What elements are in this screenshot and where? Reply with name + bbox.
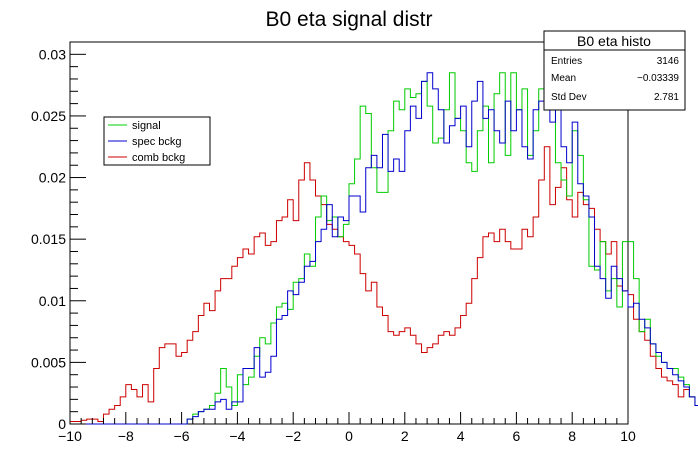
- x-tick-label: 6: [513, 428, 521, 444]
- y-tick-label: 0.005: [31, 354, 66, 370]
- legend: signal spec bckg comb bckg: [103, 116, 211, 166]
- y-tick-label: 0.015: [31, 231, 66, 247]
- x-tick-label: −10: [58, 428, 82, 444]
- stats-stddev-value: 2.781: [654, 92, 679, 103]
- x-tick-label: 2: [401, 428, 409, 444]
- y-tick-label: 0.02: [39, 170, 66, 186]
- stats-stddev-label: Std Dev: [551, 92, 587, 103]
- stats-mean-value: −0.03339: [637, 73, 679, 84]
- x-tick-label: 0: [345, 428, 353, 444]
- x-tick-label: 8: [568, 428, 576, 444]
- x-tick-label: −4: [229, 428, 245, 444]
- y-tick-label: 0.03: [39, 46, 66, 62]
- axes-layer: −10 −8 −6 −4 −2 0 2 4 6 8 10 0 0.005 0.01 0.015 0.02 0.0…: [31, 41, 636, 444]
- x-tick-label: −6: [174, 428, 190, 444]
- series-layer: [70, 72, 698, 425]
- stats-entries-value: 3146: [657, 56, 680, 67]
- x-tick-label: −8: [118, 428, 134, 444]
- x-tick-label: 10: [620, 428, 636, 444]
- stats-box-title: B0 eta histo: [577, 33, 651, 49]
- x-tick-label: −2: [285, 428, 301, 444]
- y-tick-label: 0.025: [31, 108, 66, 124]
- chart-title: B0 eta signal distr: [266, 8, 433, 31]
- stats-entries-label: Entries: [551, 56, 582, 67]
- stats-box-frame: [543, 30, 686, 111]
- legend-label-comb-bckg: comb bckg: [132, 152, 185, 164]
- y-tick-label: 0: [58, 416, 66, 432]
- series-line-comb-bckg: [70, 146, 698, 423]
- stats-box: B0 eta histo Entries 3146 Mean −0.03339 …: [543, 30, 686, 111]
- y-tick-label: 0.01: [39, 293, 66, 309]
- x-tick-label: 4: [457, 428, 465, 444]
- legend-label-spec-bckg: spec bckg: [132, 136, 182, 148]
- stats-mean-label: Mean: [551, 73, 576, 84]
- legend-label-signal: signal: [132, 120, 161, 132]
- series-line-spec-bckg: [70, 72, 698, 425]
